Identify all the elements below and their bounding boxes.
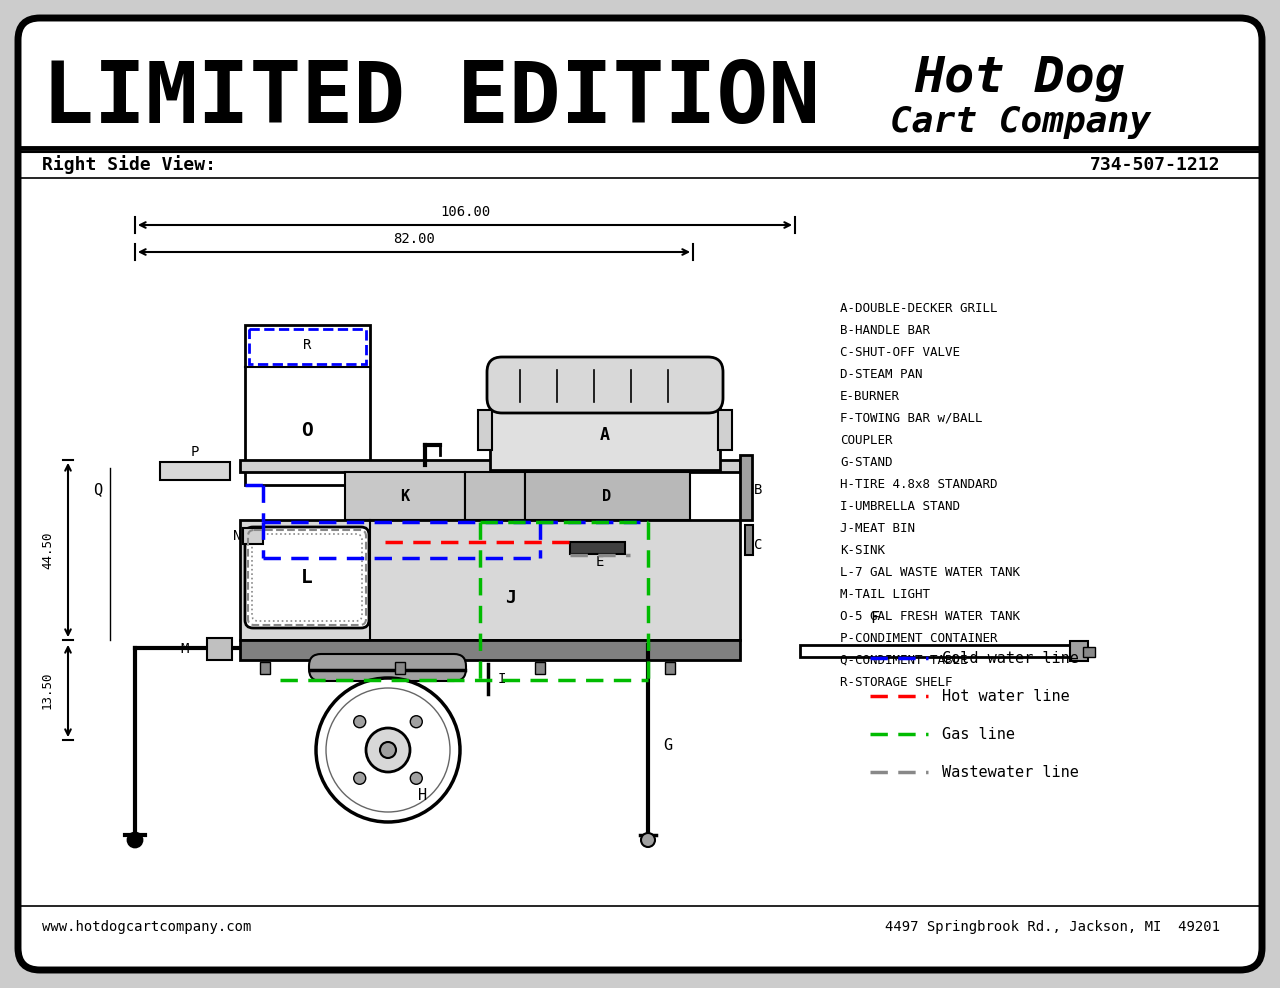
Text: Q-CONDIMENT TABLE: Q-CONDIMENT TABLE — [840, 653, 968, 667]
Text: M: M — [180, 642, 189, 656]
Text: R-STORAGE SHELF: R-STORAGE SHELF — [840, 676, 952, 689]
Text: F: F — [870, 611, 879, 625]
Text: 106.00: 106.00 — [440, 205, 490, 219]
Text: A: A — [600, 426, 611, 444]
Circle shape — [366, 728, 410, 772]
Bar — [207, 638, 232, 660]
Bar — [241, 520, 740, 640]
Bar — [570, 542, 625, 554]
Text: F-TOWING BAR w/BALL: F-TOWING BAR w/BALL — [840, 411, 983, 425]
Text: 44.50: 44.50 — [41, 532, 54, 569]
Text: Q: Q — [93, 482, 102, 498]
Text: L: L — [301, 567, 312, 587]
Text: B: B — [754, 483, 762, 497]
Circle shape — [326, 688, 451, 812]
Text: I-UMBRELLA STAND: I-UMBRELLA STAND — [840, 500, 960, 513]
Text: D-STEAM PAN: D-STEAM PAN — [840, 368, 923, 380]
Circle shape — [316, 678, 460, 822]
Text: Hot water line: Hot water line — [942, 689, 1070, 703]
Text: I: I — [498, 672, 507, 686]
Text: P-CONDIMENT CONTAINER: P-CONDIMENT CONTAINER — [840, 631, 997, 644]
Circle shape — [411, 773, 422, 784]
Text: L-7 GAL WASTE WATER TANK: L-7 GAL WASTE WATER TANK — [840, 565, 1020, 579]
Text: 13.50: 13.50 — [41, 671, 54, 708]
Bar — [535, 662, 545, 674]
Bar — [666, 662, 675, 674]
Text: 734-507-1212: 734-507-1212 — [1089, 156, 1220, 174]
Text: 82.00: 82.00 — [393, 232, 435, 246]
FancyBboxPatch shape — [18, 18, 1262, 970]
Text: K-SINK: K-SINK — [840, 543, 884, 556]
FancyBboxPatch shape — [308, 654, 466, 681]
Text: D: D — [603, 488, 612, 504]
Text: C: C — [754, 538, 762, 552]
Circle shape — [380, 742, 396, 758]
Text: Cart Company: Cart Company — [890, 105, 1151, 139]
Bar — [1070, 641, 1088, 661]
Bar — [250, 329, 366, 364]
Text: J-MEAT BIN: J-MEAT BIN — [840, 522, 915, 535]
Bar — [525, 472, 690, 520]
Bar — [346, 472, 465, 520]
Text: Gas line: Gas line — [942, 726, 1015, 742]
Bar — [1083, 647, 1094, 657]
Text: Wastewater line: Wastewater line — [942, 765, 1079, 780]
Text: Right Side View:: Right Side View: — [42, 155, 216, 175]
Text: O-5 GAL FRESH WATER TANK: O-5 GAL FRESH WATER TANK — [840, 610, 1020, 622]
FancyBboxPatch shape — [486, 357, 723, 413]
Text: K: K — [401, 488, 410, 504]
Bar — [740, 455, 753, 520]
Text: R: R — [303, 338, 311, 352]
Text: A-DOUBLE-DECKER GRILL: A-DOUBLE-DECKER GRILL — [840, 301, 997, 314]
Text: M-TAIL LIGHT: M-TAIL LIGHT — [840, 588, 931, 601]
Text: Cold water line: Cold water line — [942, 650, 1079, 666]
Text: N: N — [233, 529, 241, 543]
Circle shape — [128, 833, 142, 847]
Text: P: P — [191, 445, 200, 459]
Text: LIMITED EDITION: LIMITED EDITION — [42, 58, 820, 141]
Bar — [745, 525, 753, 555]
Bar — [160, 462, 230, 480]
Text: 4497 Springbrook Rd., Jackson, MI  49201: 4497 Springbrook Rd., Jackson, MI 49201 — [884, 920, 1220, 934]
Text: G-STAND: G-STAND — [840, 455, 892, 468]
Text: H-TIRE 4.8x8 STANDARD: H-TIRE 4.8x8 STANDARD — [840, 477, 997, 490]
Text: H: H — [419, 787, 428, 802]
Text: B-HANDLE BAR: B-HANDLE BAR — [840, 323, 931, 337]
Text: O: O — [301, 421, 312, 440]
Text: G: G — [663, 737, 672, 753]
Bar — [243, 528, 262, 544]
Text: Hot Dog: Hot Dog — [915, 54, 1125, 102]
Bar — [244, 325, 370, 485]
Bar — [241, 460, 740, 472]
Bar — [241, 640, 740, 660]
Bar — [800, 645, 1080, 657]
Bar — [396, 662, 404, 674]
Text: COUPLER: COUPLER — [840, 434, 892, 447]
Circle shape — [353, 715, 366, 728]
Text: www.hotdogcartcompany.com: www.hotdogcartcompany.com — [42, 920, 251, 934]
FancyBboxPatch shape — [244, 527, 369, 628]
Text: E-BURNER: E-BURNER — [840, 389, 900, 402]
Text: E: E — [595, 555, 604, 569]
Bar — [465, 472, 525, 520]
Text: C-SHUT-OFF VALVE: C-SHUT-OFF VALVE — [840, 346, 960, 359]
Circle shape — [641, 833, 655, 847]
Circle shape — [411, 715, 422, 728]
Bar — [260, 662, 270, 674]
Text: J: J — [504, 589, 516, 607]
Bar — [718, 410, 732, 450]
Circle shape — [353, 773, 366, 784]
Bar — [490, 390, 719, 470]
Bar — [477, 410, 492, 450]
